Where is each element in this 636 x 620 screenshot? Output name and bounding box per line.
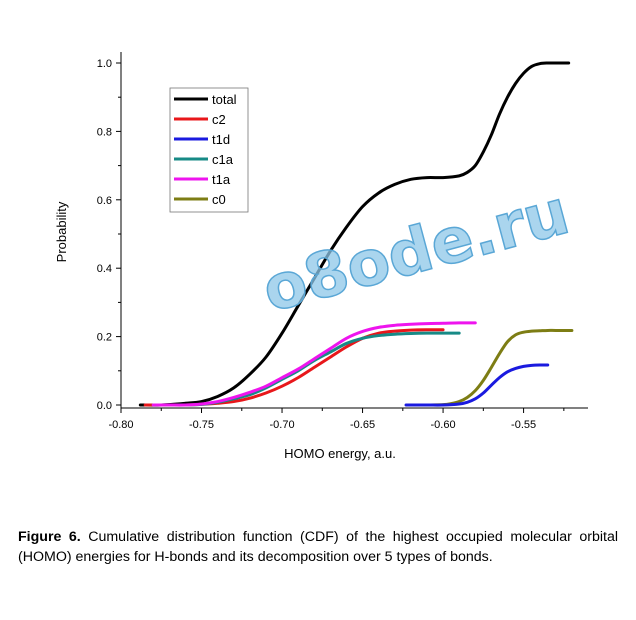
series-line-t1a [151,321,477,407]
caption-label: Figure 6. [18,529,81,545]
y-tick-label: 0.4 [97,263,112,275]
y-axis-title: Probability [54,201,69,262]
series-line-total [138,61,571,407]
y-tick-label: 1.0 [97,58,112,70]
figure-caption: Figure 6. Cumulative distribution functi… [18,527,618,567]
y-tick-label: 0.0 [97,400,112,412]
x-tick-label: -0.55 [511,419,536,431]
legend-label-t1a: t1a [212,172,231,187]
x-tick-label: -0.65 [350,419,375,431]
series-line-c2 [143,328,445,407]
legend: total c2 t1d c1a t1a c0 [169,87,249,213]
series-line-c1a [151,331,461,407]
y-tick-label: 0.8 [97,126,112,138]
series-line-t1d [404,363,550,407]
legend-label-t1d: t1d [212,132,230,147]
legend-label-c0: c0 [212,192,226,207]
y-tick-label: 0.2 [97,332,112,344]
legend-box [169,87,249,213]
x-tick-label: -0.70 [269,419,294,431]
caption-text: Cumulative distribution function (CDF) o… [18,529,618,565]
watermark: o8ode.ru [255,175,576,327]
legend-label-total: total [212,92,237,107]
cdf-chart: -0.80 -0.75 -0.70 -0.65 -0.60 -0.55 0.0 0.2 0.4 0… [54,52,588,461]
axis-ticks: -0.80 -0.75 -0.70 -0.65 -0.60 -0.55 0.0 0.2 0.4 0… [97,58,565,431]
x-tick-label: -0.60 [431,419,456,431]
x-tick-label: -0.75 [189,419,214,431]
y-tick-label: 0.6 [97,195,112,207]
legend-label-c1a: c1a [212,152,234,167]
series-lines [138,61,574,407]
x-axis-title: HOMO energy, a.u. [284,446,396,461]
legend-label-c2: c2 [212,112,226,127]
series-line-c0 [425,328,574,407]
x-tick-label: -0.80 [108,419,133,431]
